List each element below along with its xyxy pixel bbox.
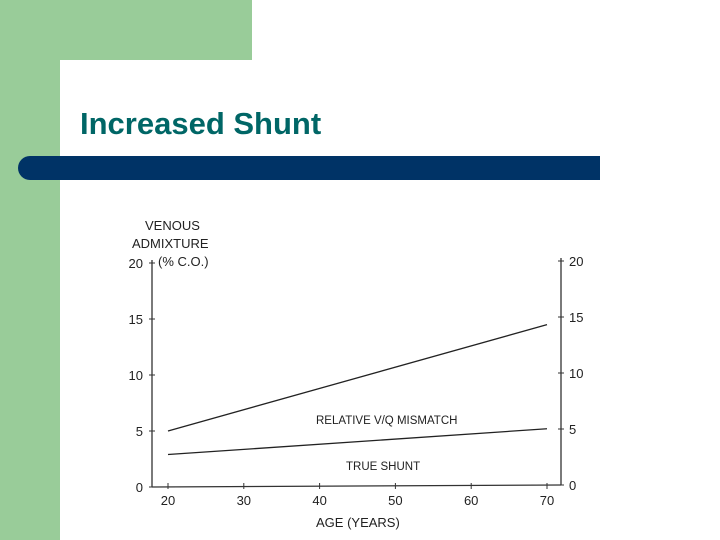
y-axis-title-line-1: VENOUS <box>145 218 200 233</box>
y-tick-label-left: 20 <box>129 256 143 271</box>
y-tick-label-right: 15 <box>569 310 583 325</box>
x-tick-label: 30 <box>237 493 251 508</box>
x-tick-label: 60 <box>464 493 478 508</box>
y-axis-title: VENOUS ADMIXTURE (% C.O.) <box>132 218 209 269</box>
ticks-layer: 0 0 5 5 10 10 15 15 20 20 20 30 40 50 60 70 <box>129 254 584 508</box>
y-tick-label-left: 10 <box>129 368 143 383</box>
y-tick-label-left: 15 <box>129 312 143 327</box>
y-axis-title-line-2: ADMIXTURE <box>132 236 209 251</box>
y-axis-title-line-3: (% C.O.) <box>158 254 209 269</box>
slide-title: Increased Shunt <box>80 106 322 141</box>
x-axis-title: AGE (YEARS) <box>316 515 400 530</box>
x-tick-label: 20 <box>161 493 175 508</box>
series-line-2 <box>167 428 548 456</box>
series-layer <box>167 323 548 456</box>
annotation-true-shunt: TRUE SHUNT <box>346 461 420 473</box>
y-tick-label-left: 0 <box>136 480 143 495</box>
annotation-relative-vq-mismatch: RELATIVE V/Q MISMATCH <box>316 415 457 427</box>
x-tick-label: 50 <box>388 493 402 508</box>
y-tick-label-left: 5 <box>136 424 143 439</box>
y-tick-label-right: 10 <box>569 366 583 381</box>
x-tick-label: 70 <box>540 493 554 508</box>
content-panel <box>60 60 720 540</box>
title-underline-bar <box>18 156 600 180</box>
y-tick-label-right: 5 <box>569 422 576 437</box>
x-axis-line <box>151 484 562 488</box>
x-tick-label: 40 <box>312 493 326 508</box>
green-side-band <box>0 0 60 540</box>
y-tick-label-right: 20 <box>569 254 583 269</box>
y-tick-label-right: 0 <box>569 478 576 493</box>
series-line-1 <box>167 323 548 432</box>
